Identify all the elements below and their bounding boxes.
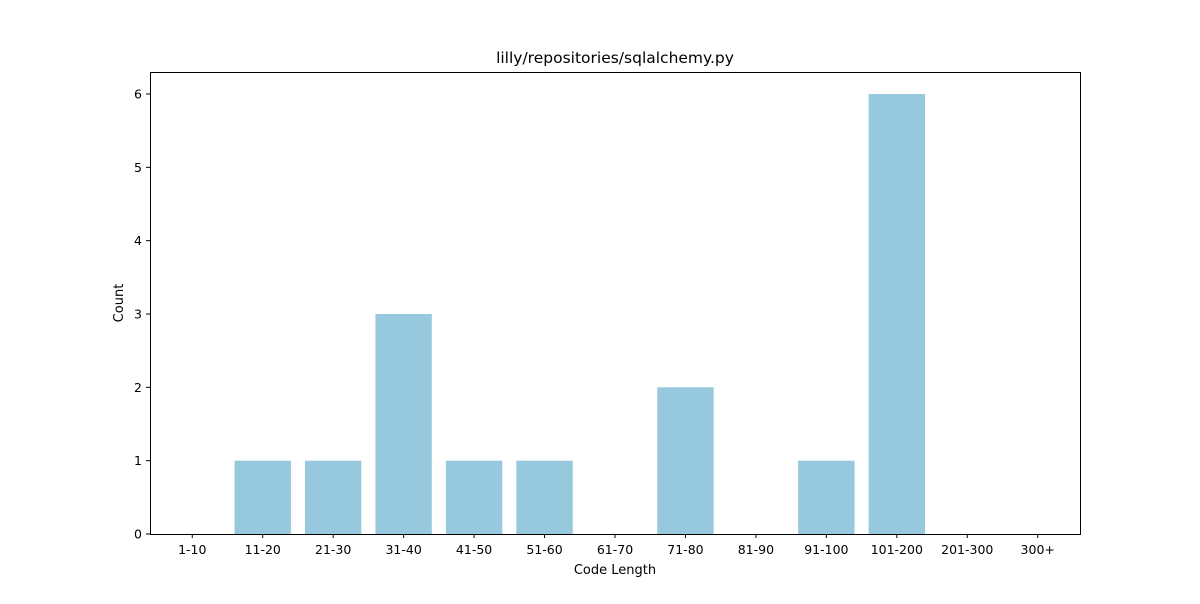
bar-11-20 — [235, 461, 291, 534]
x-tick-label: 300+ — [1021, 542, 1055, 557]
y-tick-label: 3 — [134, 307, 142, 322]
bar-71-80 — [657, 387, 713, 534]
y-tick-label: 1 — [134, 453, 142, 468]
x-tick-label: 31-40 — [385, 542, 421, 557]
x-tick-label: 91-100 — [804, 542, 848, 557]
x-tick-label: 51-60 — [526, 542, 562, 557]
y-tick-label: 4 — [134, 233, 142, 248]
bar-31-40 — [375, 314, 431, 534]
x-tick-label: 21-30 — [315, 542, 351, 557]
bar-21-30 — [305, 461, 361, 534]
x-tick-label: 11-20 — [245, 542, 281, 557]
x-tick-label: 71-80 — [667, 542, 703, 557]
x-tick-label: 81-90 — [738, 542, 774, 557]
x-tick-label: 41-50 — [456, 542, 492, 557]
y-tick-label: 6 — [134, 87, 142, 102]
x-tick-label: 1-10 — [178, 542, 206, 557]
x-tick-label: 61-70 — [597, 542, 633, 557]
x-tick-label: 101-200 — [871, 542, 923, 557]
y-tick-label: 0 — [134, 527, 142, 542]
bar-41-50 — [446, 461, 502, 534]
y-tick-label: 2 — [134, 380, 142, 395]
x-axis-label: Code Length — [574, 563, 656, 578]
bar-101-200 — [869, 94, 925, 534]
y-axis-label: Count — [112, 284, 127, 323]
x-tick-label: 201-300 — [941, 542, 993, 557]
bar-51-60 — [516, 461, 572, 534]
chart-title: lilly/repositories/sqlalchemy.py — [496, 49, 734, 67]
bar-91-100 — [798, 461, 854, 534]
y-tick-label: 5 — [134, 160, 142, 175]
